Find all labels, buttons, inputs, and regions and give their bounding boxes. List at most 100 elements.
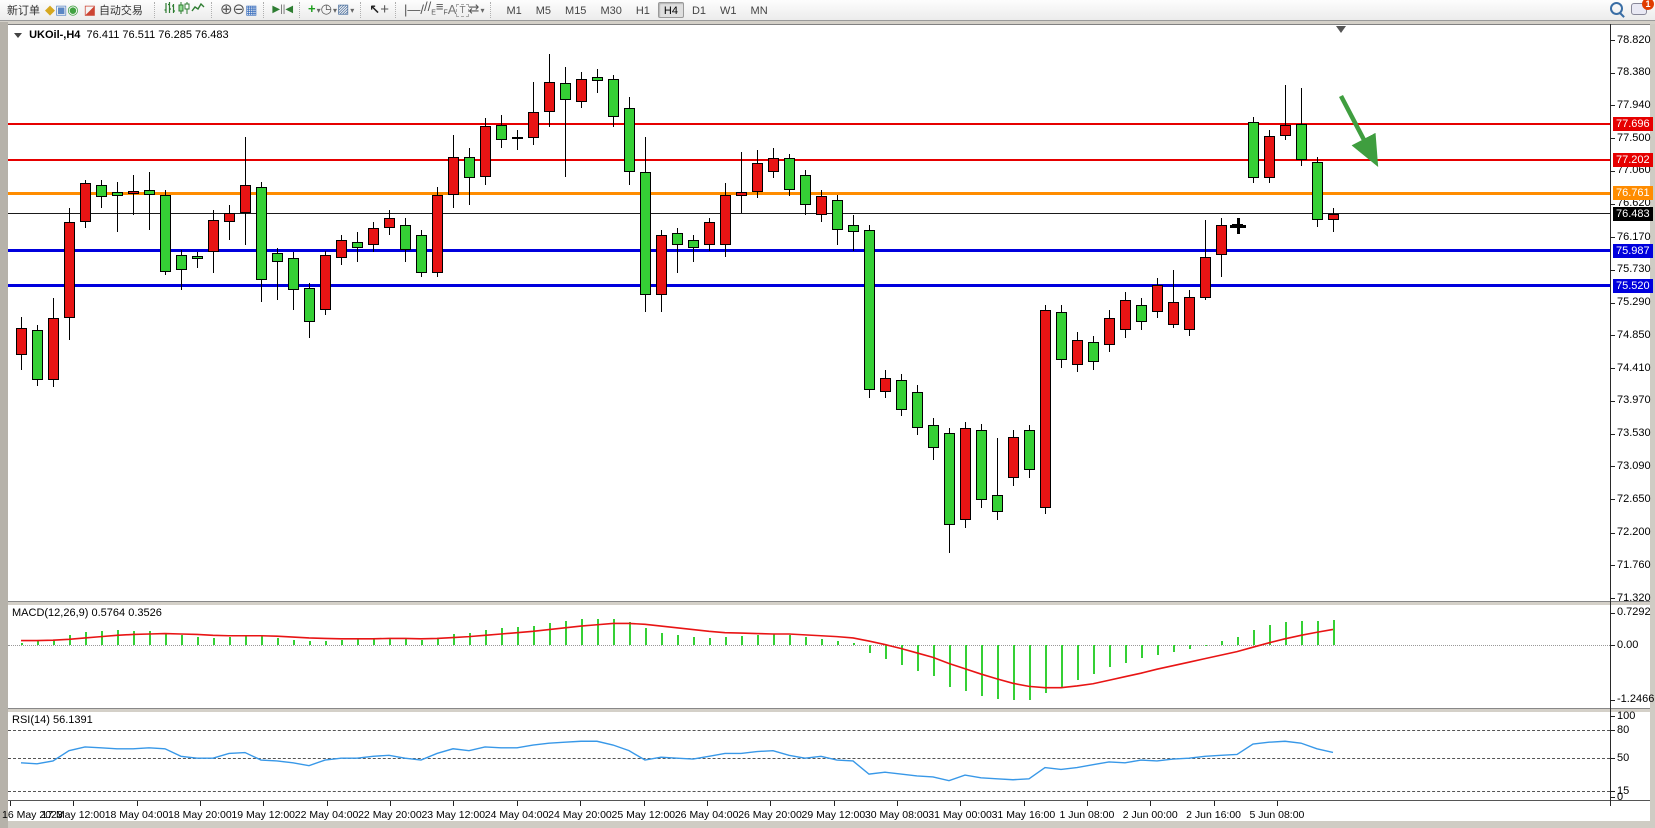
time-tick-label: 23 May 12:00 (421, 809, 486, 821)
add-indicator-icon[interactable]: +▾ (308, 1, 321, 16)
chart-properties-icon[interactable]: ▨▾ (336, 1, 355, 16)
candle (912, 391, 923, 429)
candle (112, 191, 123, 197)
horizontal-line-tool-icon[interactable]: — (407, 2, 421, 17)
text-tool-icon[interactable]: A (447, 2, 457, 17)
candle (1216, 225, 1227, 255)
price-tick-label: 72.200 (1617, 526, 1651, 539)
macd-histogram-bar (197, 637, 199, 645)
zoom-out-icon[interactable]: ⊖ (232, 1, 246, 18)
candle (240, 185, 251, 214)
horizontal-level-line[interactable] (8, 159, 1610, 162)
bar-chart-type-icon[interactable] (163, 1, 177, 19)
arrows-tool-icon[interactable]: ⇄▾ (468, 1, 485, 16)
timeframe-button-H1[interactable]: H1 (635, 5, 650, 17)
horizontal-level-line[interactable] (8, 249, 1610, 253)
time-tick-label: 1 Jun 08:00 (1059, 809, 1115, 821)
price-level-badge: 76.483 (1613, 206, 1653, 221)
time-tick (770, 801, 772, 806)
timeframe-button-M5[interactable]: M5 (535, 5, 552, 17)
timeframe-button-M15[interactable]: M15 (565, 5, 587, 17)
line-chart-type-icon[interactable] (191, 1, 205, 19)
time-axis[interactable] (8, 800, 1655, 823)
rsi-axis-tick (1610, 797, 1615, 798)
text-label-tool-icon[interactable]: T (456, 3, 469, 17)
macd-histogram-bar (757, 635, 759, 645)
trendline-tool-icon[interactable]: / (420, 2, 424, 17)
macd-histogram-bar (581, 619, 583, 645)
candle (944, 432, 955, 526)
macd-histogram-bar (709, 637, 711, 645)
macd-panel: MACD(12,26,9) 0.5764 0.3526 (8, 605, 1655, 707)
zoom-in-icon[interactable]: ⊕ (219, 1, 233, 18)
time-tick-label: 22 May 04:00 (294, 809, 359, 821)
time-tick-label: 24 May 04:00 (484, 809, 549, 821)
auto-scroll-icon[interactable]: ▶| (272, 4, 283, 15)
candle (1072, 339, 1083, 366)
timeframe-button-MN[interactable]: MN (750, 5, 768, 17)
main-toolbar: 新订单 ◆ ▣ ◉ ◪ 自动交易 ⊕ ⊖ ▦ ▶| |◀ +▾ ◷▾ ▨▾ ↖ … (0, 0, 1655, 21)
candlestick-chart-type-icon[interactable] (177, 1, 191, 19)
notifications-icon[interactable]: 1 (1631, 0, 1654, 18)
price-level-badge: 75.520 (1613, 278, 1653, 293)
candle (144, 190, 155, 195)
fibonacci-tool-icon[interactable]: ≡F (435, 0, 448, 17)
terminal-window-icon[interactable]: ▣ (55, 2, 68, 17)
macd-histogram-bar (565, 620, 567, 645)
price-tick-label: 71.320 (1617, 591, 1651, 604)
macd-histogram-bar (1077, 645, 1079, 681)
macd-histogram-bar (133, 630, 135, 645)
chart-shift-icon[interactable]: |◀ (282, 4, 294, 15)
horizontal-level-line[interactable] (8, 284, 1610, 288)
tile-windows-icon[interactable]: ▦ (245, 2, 258, 17)
gold-diamond-icon[interactable]: ◆ (45, 2, 55, 17)
candle (368, 228, 379, 246)
period-clock-icon[interactable]: ◷▾ (320, 1, 337, 16)
cross-marker[interactable] (1237, 218, 1240, 234)
one-click-trading-arrow-icon[interactable] (14, 32, 22, 38)
cursor-icon[interactable]: ↖ (369, 2, 381, 17)
chart-shift-marker[interactable] (1336, 26, 1346, 33)
search-icon[interactable] (1610, 2, 1623, 18)
horizontal-level-line[interactable] (8, 213, 1610, 215)
timeframe-button-H4[interactable]: H4 (657, 2, 684, 18)
time-tick-label: 17 May 12:00 (41, 809, 105, 821)
macd-histogram-bar (965, 645, 967, 692)
price-tick-label: 73.090 (1617, 459, 1651, 472)
autotrade-button[interactable]: ◪ 自动交易 (79, 2, 148, 19)
price-level-badge: 77.202 (1613, 153, 1653, 168)
price-tick-label: 76.170 (1617, 230, 1651, 243)
macd-histogram-bar (485, 630, 487, 645)
macd-histogram-bar (1205, 645, 1207, 646)
timeframe-button-W1[interactable]: W1 (720, 5, 737, 17)
timeframe-button-M1[interactable]: M1 (506, 5, 522, 17)
crosshair-icon[interactable]: + (380, 1, 389, 18)
candle (96, 185, 107, 197)
time-tick (1150, 801, 1152, 806)
macd-histogram-bar (1061, 645, 1063, 687)
price-tick (1610, 565, 1615, 567)
horizontal-level-line[interactable] (8, 122, 1610, 125)
signal-icon[interactable]: ◉ (67, 2, 79, 17)
macd-histogram-bar (661, 632, 663, 645)
price-tick (1610, 532, 1615, 534)
candle (464, 156, 475, 178)
candle (48, 318, 59, 380)
candle (768, 158, 779, 172)
time-tick (390, 801, 392, 806)
time-tick-label: 2 Jun 00:00 (1122, 809, 1178, 821)
price-tick-label: 74.410 (1617, 361, 1651, 374)
macd-histogram-bar (933, 645, 935, 676)
price-tick (1610, 499, 1615, 501)
timeframe-button-M30[interactable]: M30 (600, 5, 622, 17)
autotrade-label: 自动交易 (98, 5, 143, 17)
time-tick (896, 801, 898, 806)
candle (416, 234, 427, 273)
timeframe-button-D1[interactable]: D1 (691, 5, 707, 17)
separator (153, 2, 159, 18)
vertical-line-tool-icon[interactable]: | (403, 2, 408, 17)
macd-histogram-bar (1109, 645, 1111, 667)
macd-histogram-bar (453, 634, 455, 645)
equidistant-channel-tool-icon[interactable]: //E (423, 0, 436, 17)
new-order-button[interactable]: 新订单 (2, 2, 45, 19)
